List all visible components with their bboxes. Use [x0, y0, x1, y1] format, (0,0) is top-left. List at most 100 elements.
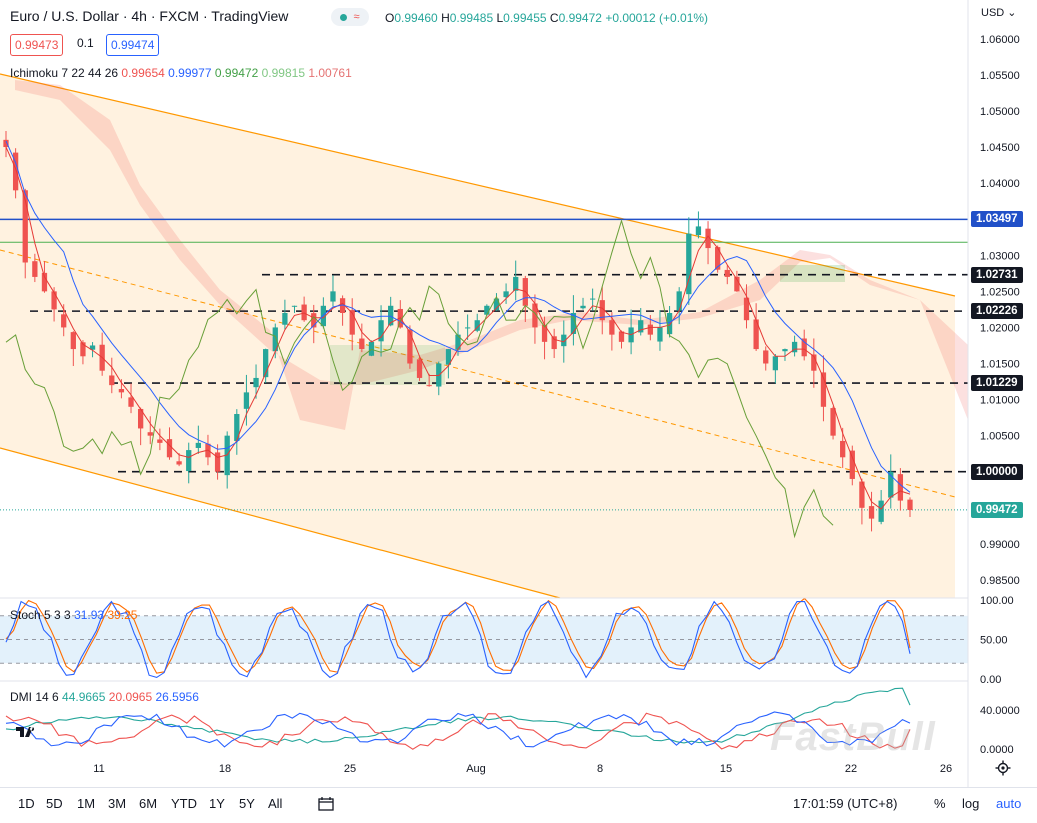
candle — [128, 397, 134, 407]
candle — [118, 389, 125, 393]
stoch-tick-label: 0.00 — [980, 674, 1001, 686]
candle — [907, 499, 913, 510]
candle — [378, 320, 384, 342]
channel-lower-line — [0, 447, 561, 599]
candle — [61, 314, 67, 328]
candle — [301, 304, 307, 321]
candle — [734, 276, 740, 292]
ohlc-readout: O0.99460 H0.99485 L0.99455 C0.99472 +0.0… — [385, 11, 709, 25]
price-tag[interactable]: 1.01229 — [971, 375, 1023, 392]
candle — [647, 324, 653, 335]
candle — [801, 338, 807, 357]
candle — [599, 300, 605, 321]
candle — [493, 298, 500, 311]
range-button-ytd[interactable]: YTD — [171, 796, 197, 811]
candle — [137, 408, 144, 429]
candle — [89, 345, 96, 350]
candle — [820, 372, 827, 407]
range-button-all[interactable]: All — [268, 796, 283, 811]
candle — [109, 375, 115, 386]
stoch-k-line — [5, 600, 911, 679]
stoch-tick-label: 100.00 — [980, 595, 1014, 607]
ichimoku-cloud-green — [780, 265, 845, 282]
candle — [782, 349, 788, 352]
candle — [840, 440, 846, 458]
price-tick-label: 0.99000 — [980, 539, 1020, 551]
candle — [214, 452, 221, 472]
price-tick-label: 1.00500 — [980, 431, 1020, 443]
range-button-1y[interactable]: 1Y — [209, 796, 225, 811]
price-tag[interactable]: 1.02226 — [971, 303, 1023, 320]
candle — [263, 349, 269, 378]
range-button-5d[interactable]: 5D — [46, 796, 63, 811]
candle — [282, 313, 288, 325]
auto-scale-toggle[interactable]: auto — [996, 796, 1022, 811]
market-open-icon — [340, 13, 348, 21]
price-tag[interactable]: 0.99472 — [971, 501, 1023, 518]
percent-scale-toggle[interactable]: % — [934, 796, 946, 811]
candle — [666, 313, 673, 335]
candle — [541, 324, 548, 342]
chevron-down-icon: ⌄ — [1007, 7, 1017, 19]
bottom-toolbar: 1D 5D 1M 3M 6M YTD 1Y 5Y All 17:01:59 (UTC+8) % … — [0, 787, 1037, 823]
candle — [772, 356, 779, 371]
candle — [464, 327, 471, 329]
range-button-5y[interactable]: 5Y — [239, 796, 255, 811]
settings-gear-icon[interactable] — [995, 760, 1011, 779]
sell-price-button[interactable]: 0.99473 — [10, 34, 64, 56]
candle — [407, 329, 413, 364]
range-button-3m[interactable]: 3M — [108, 796, 127, 811]
price-tick-label: 1.01000 — [980, 395, 1020, 407]
dmi-tick-label: 0.0000 — [980, 744, 1014, 756]
buy-price-button[interactable]: 0.99474 — [106, 34, 160, 56]
range-button-1m[interactable]: 1M — [77, 796, 96, 811]
stoch-legend[interactable]: Stoch 5 3 3 31.93 39.25 — [10, 608, 138, 622]
dmi-tick-label: 40.0000 — [980, 705, 1020, 717]
market-status-badge[interactable]: ≈ — [331, 8, 369, 26]
range-button-6m[interactable]: 6M — [139, 796, 158, 811]
candle — [859, 481, 865, 508]
clock-timezone[interactable]: 17:01:59 (UTC+8) — [793, 796, 898, 811]
price-tag[interactable]: 1.03497 — [971, 211, 1023, 228]
candle — [186, 450, 192, 472]
candle — [330, 291, 336, 302]
ichimoku-conversion-line — [5, 146, 911, 510]
candle — [426, 385, 432, 387]
candle — [695, 226, 702, 236]
price-tick-label: 1.03000 — [980, 250, 1020, 262]
candle — [474, 320, 480, 331]
candle — [80, 342, 86, 357]
price-tag[interactable]: 1.02731 — [971, 266, 1023, 283]
price-tick-label: 1.02000 — [980, 322, 1020, 334]
candle — [157, 439, 163, 443]
candle — [272, 327, 278, 352]
candle — [830, 408, 836, 436]
candle — [551, 336, 557, 350]
candle — [609, 320, 615, 335]
candle — [3, 139, 9, 148]
candle — [849, 450, 855, 479]
time-tick-label: Aug — [466, 763, 486, 775]
ichimoku-base-line — [5, 140, 911, 493]
price-tick-label: 1.01500 — [980, 359, 1020, 371]
time-tick-label: 15 — [720, 763, 732, 775]
candle — [868, 506, 875, 519]
price-tag[interactable]: 1.00000 — [971, 463, 1023, 480]
candle — [51, 291, 57, 310]
candle — [686, 233, 692, 295]
dmi-legend[interactable]: DMI 14 6 44.9665 20.0965 26.5956 — [10, 690, 199, 704]
ichimoku-legend[interactable]: Ichimoku 7 22 44 26 0.99654 0.99977 0.99… — [10, 66, 352, 80]
date-range-calendar-icon[interactable] — [318, 796, 334, 815]
candle — [570, 313, 577, 334]
range-button-1d[interactable]: 1D — [18, 796, 35, 811]
price-tick-label: 1.06000 — [980, 34, 1020, 46]
price-tick-label: 0.98500 — [980, 575, 1020, 587]
stoch-tick-label: 50.00 — [980, 635, 1008, 647]
currency-selector[interactable]: USD ⌄ — [981, 7, 1017, 19]
dmi-pane — [5, 687, 911, 750]
candle — [878, 500, 884, 522]
symbol-title[interactable]: Euro / U.S. Dollar · 4h · FXCM · Trading… — [10, 8, 289, 24]
candle — [195, 442, 201, 448]
log-scale-toggle[interactable]: log — [962, 796, 980, 811]
